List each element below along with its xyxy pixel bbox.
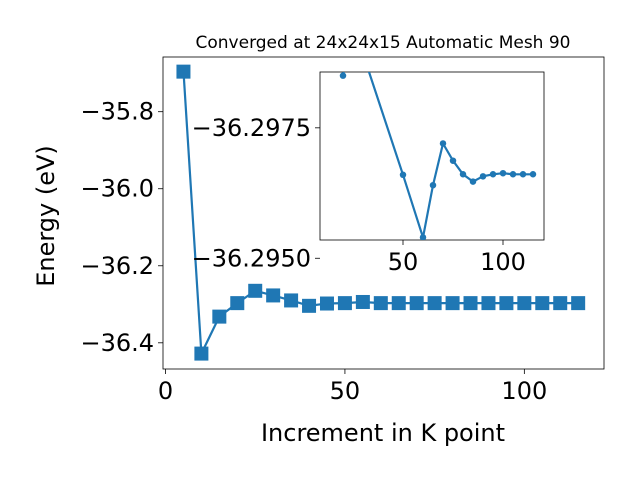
main-data-point bbox=[409, 296, 424, 311]
main-data-point bbox=[463, 296, 478, 311]
main-data-point bbox=[445, 296, 460, 311]
main-data-point bbox=[337, 296, 352, 311]
main-x-tick-label: 50 bbox=[330, 377, 361, 405]
inset-data-point bbox=[469, 178, 477, 185]
main-data-point bbox=[517, 296, 532, 311]
inset-y-tick-label: −36.2950 bbox=[192, 244, 311, 272]
main-x-ticks: 0 50 100 bbox=[158, 369, 547, 405]
inset-data-point bbox=[429, 181, 437, 189]
main-data-point bbox=[176, 64, 191, 79]
main-title: Converged at 24x24x15 Automatic Mesh 90 bbox=[196, 33, 571, 53]
main-x-axis-label: Increment in K point bbox=[261, 419, 505, 447]
main-data-point bbox=[571, 296, 586, 311]
inset-data-point bbox=[519, 171, 527, 178]
main-data-point bbox=[499, 296, 514, 311]
inset-data-point bbox=[399, 171, 407, 179]
inset-axes: 50 100 −36.2975 −36.2950 bbox=[192, 20, 545, 276]
main-x-tick-label: 0 bbox=[158, 377, 173, 405]
inset-data-point bbox=[509, 171, 517, 178]
inset-x-ticks: 50 100 bbox=[388, 240, 526, 276]
inset-data-point bbox=[479, 173, 487, 180]
inset-y-tick-label: −36.2975 bbox=[192, 114, 311, 142]
main-data-point bbox=[319, 296, 334, 311]
inset-x-tick-label: 100 bbox=[480, 248, 526, 276]
inset-data-point bbox=[529, 171, 537, 178]
main-data-point bbox=[284, 293, 299, 308]
inset-y-ticks: −36.2975 −36.2950 bbox=[192, 114, 320, 272]
main-data-point bbox=[194, 346, 209, 361]
main-y-tick-label: −36.2 bbox=[80, 252, 154, 280]
inset-plot-frame bbox=[319, 71, 545, 241]
main-data-point bbox=[535, 296, 550, 311]
main-data-point bbox=[481, 296, 496, 311]
inset-series-markers bbox=[339, 20, 537, 240]
inset-data-point bbox=[339, 72, 347, 79]
main-data-point bbox=[355, 294, 370, 309]
inset-data-point bbox=[439, 140, 447, 147]
main-data-point bbox=[427, 296, 442, 311]
main-data-point bbox=[212, 309, 227, 324]
main-y-tick-label: −36.4 bbox=[80, 329, 154, 357]
main-y-tick-label: −35.8 bbox=[80, 98, 154, 126]
main-y-axis-label: Energy (eV) bbox=[32, 145, 60, 287]
main-x-tick-label: 100 bbox=[501, 377, 547, 405]
inset-data-point bbox=[449, 157, 457, 164]
inset-data-point bbox=[419, 234, 427, 240]
main-data-point bbox=[248, 283, 263, 298]
inset-x-tick-label: 50 bbox=[388, 248, 419, 276]
inset-data-point bbox=[350, 20, 357, 27]
inset-data-point bbox=[489, 171, 497, 178]
inset-data-point bbox=[459, 171, 467, 178]
main-data-point bbox=[553, 296, 568, 311]
main-data-point bbox=[391, 296, 406, 311]
main-y-tick-label: −36.0 bbox=[80, 175, 154, 203]
main-series-markers bbox=[176, 64, 586, 361]
inset-data-point bbox=[499, 169, 507, 177]
main-data-point bbox=[266, 288, 281, 303]
main-y-ticks: −35.8 −36.0 −36.2 −36.4 bbox=[80, 98, 163, 357]
main-data-point bbox=[230, 296, 245, 311]
main-data-point bbox=[373, 296, 388, 311]
main-data-point bbox=[302, 298, 317, 313]
